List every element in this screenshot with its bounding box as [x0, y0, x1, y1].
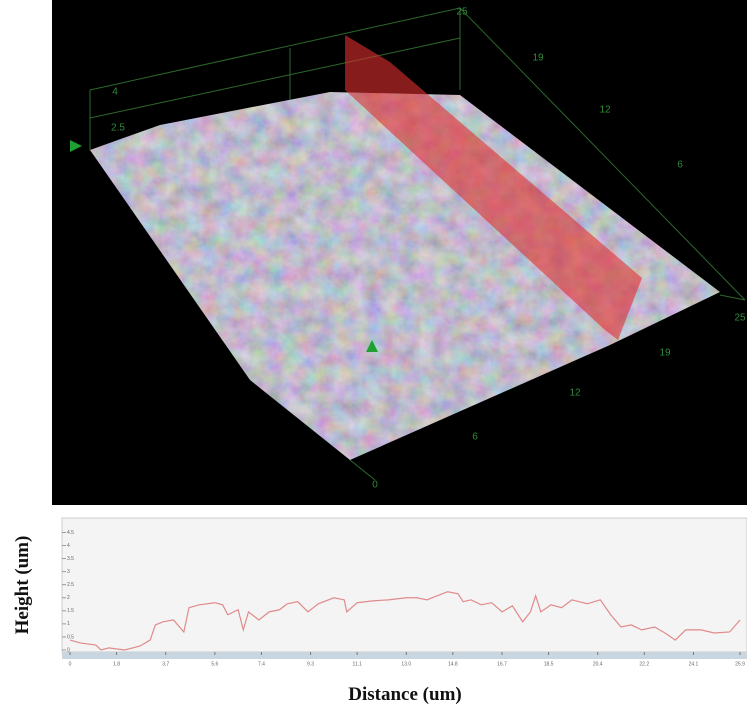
x-tick-label: 18.5 — [544, 661, 554, 667]
plot-area — [62, 518, 747, 652]
y-tick-label: 4 — [67, 543, 70, 549]
x-tick-label: 25.9 — [735, 661, 745, 667]
x-tick-label: 1.8 — [113, 661, 120, 667]
x-tick-label: 24.1 — [689, 661, 699, 667]
axis-3d-label: 0 — [372, 480, 378, 491]
axis-3d-label: 25 — [734, 313, 746, 324]
axis-3d-label: 19 — [532, 53, 544, 64]
x-tick-label: 11.1 — [352, 661, 362, 667]
y-tick-label: 1.5 — [67, 608, 74, 614]
x-tick-label: 20.4 — [593, 661, 603, 667]
axis-3d-label: 6 — [472, 432, 478, 443]
y-tick-label: 4.5 — [67, 530, 74, 536]
y-tick-label: 1 — [67, 621, 70, 627]
axis-3d-label: 12 — [569, 388, 581, 399]
y-tick-label: 3.5 — [67, 556, 74, 562]
x-tick-label: 22.2 — [639, 661, 649, 667]
x-tick-label: 0 — [69, 661, 72, 667]
y-tick-label: 0.5 — [67, 634, 74, 640]
y-tick-label: 3 — [67, 569, 70, 575]
y-tick-label: 2 — [67, 595, 70, 601]
x-tick-label: 3.7 — [162, 661, 169, 667]
axis-3d-label: 25 — [456, 7, 468, 18]
x-tick-label: 5.6 — [211, 661, 218, 667]
axis-3d-label: 6 — [677, 160, 683, 171]
x-tick-label: 16.7 — [497, 661, 507, 667]
y-axis-label: Height (um) — [12, 536, 33, 635]
x-tick-label: 7.4 — [258, 661, 265, 667]
x-tick-label: 14.8 — [448, 661, 458, 667]
axis-3d-label: 12 — [599, 105, 611, 116]
x-axis-label: Distance (um) — [348, 684, 461, 705]
x-tick-label: 9.3 — [307, 661, 314, 667]
axis-3d-label: 4 — [112, 87, 118, 98]
y-tick-label: 2.5 — [67, 582, 74, 588]
x-tick-label: 13.0 — [401, 661, 411, 667]
axis-3d-label: 19 — [659, 348, 671, 359]
figure: Height (um) Distance (um) 25191262519126… — [0, 0, 747, 712]
axis-3d-label: 2.5 — [111, 123, 125, 134]
